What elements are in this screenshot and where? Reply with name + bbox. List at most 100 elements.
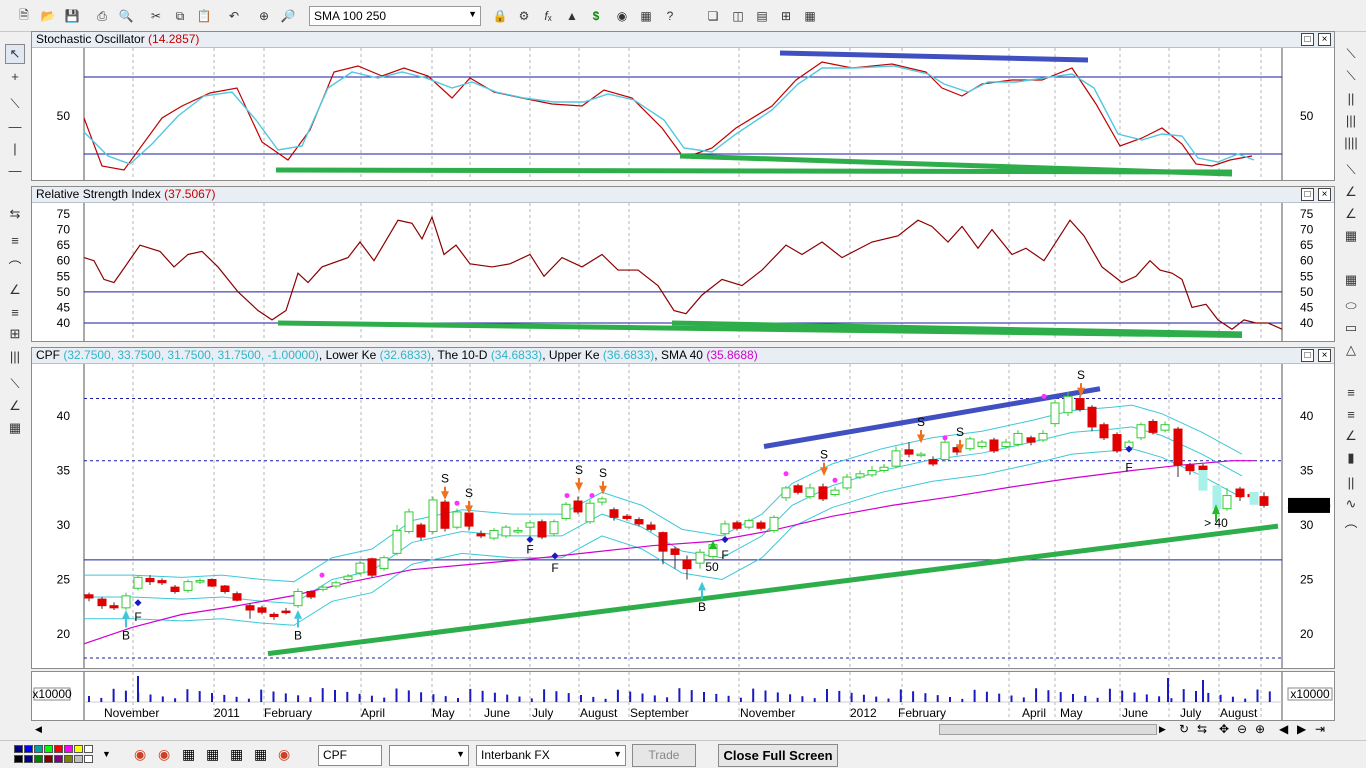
retracement-icon[interactable]: ≡ [11, 304, 19, 320]
gann-fan-icon[interactable]: ∠ [9, 398, 21, 413]
arc-tool-icon[interactable]: ⌒ [1344, 523, 1358, 539]
crosshair-icon[interactable]: ⊕ [258, 9, 270, 23]
diagonal-icon[interactable]: ⟍ [1346, 162, 1356, 177]
calendar-icon[interactable]: ▦ [1344, 272, 1358, 287]
maximize-icon[interactable]: □ [1301, 188, 1314, 201]
color-swatch[interactable] [24, 745, 33, 753]
color-swatch[interactable] [54, 755, 63, 763]
horizontal-line-icon[interactable]: — [8, 118, 22, 134]
cycles-icon[interactable]: |||| [1344, 134, 1358, 150]
open-icon[interactable]: 📂 [40, 9, 56, 23]
scroll-thumb[interactable] [939, 724, 1157, 735]
channel-icon[interactable]: ⇆ [9, 206, 21, 221]
print-icon[interactable]: ⎙ [97, 8, 107, 23]
zoom-icon[interactable]: 🔎 [280, 9, 296, 23]
palette-chevron-down-icon[interactable]: ▼ [102, 749, 111, 759]
zoom-in-icon[interactable]: ⊕ [1255, 722, 1266, 736]
window-icon[interactable]: ❏ [707, 9, 719, 23]
arc-icon[interactable]: ⌒ [8, 259, 22, 275]
chrome-icon-2[interactable]: ◉ [158, 746, 171, 762]
split-vertical-icon[interactable]: ◫ [732, 9, 744, 23]
undo-icon[interactable]: ↶ [228, 9, 240, 23]
group-icon-4[interactable]: ▦ [254, 746, 268, 762]
close-icon[interactable]: × [1318, 33, 1331, 46]
color-swatch[interactable] [24, 755, 33, 763]
color-swatch[interactable] [34, 745, 43, 753]
scroll-left-icon[interactable]: ◀ [35, 724, 42, 734]
refresh-icon[interactable]: ↻ [1179, 722, 1190, 736]
lock-icon[interactable]: 🔒 [492, 9, 508, 23]
color-swatch[interactable] [64, 745, 73, 753]
help-icon[interactable]: ? [666, 9, 674, 23]
gann-icon[interactable]: ∠ [1345, 206, 1357, 221]
color-swatch[interactable] [84, 745, 93, 753]
line-tool-icon[interactable]: ⟍ [1346, 46, 1356, 61]
pointer-icon[interactable]: ↖ [5, 44, 25, 64]
fan-tool-icon[interactable]: ∠ [1345, 428, 1357, 443]
grid-pattern-icon[interactable]: ▦ [1344, 228, 1358, 243]
color-swatch[interactable] [34, 755, 43, 763]
symbol-input[interactable]: CPF [318, 745, 382, 766]
grid-icon[interactable]: ▦ [640, 9, 652, 23]
account-select[interactable]: ▼ [389, 745, 469, 766]
maximize-icon[interactable]: □ [1301, 349, 1314, 362]
chrome-icon[interactable]: ◉ [134, 746, 147, 762]
fibonacci-icon[interactable]: ≡ [11, 232, 19, 248]
color-swatch[interactable] [84, 755, 93, 763]
print-preview-icon[interactable]: 🔍 [118, 9, 134, 23]
horizontal-scrollbar[interactable]: ◀ ▶ ↻ ⇆ ✥ ⊖ ⊕ ◀ ▶ ⇥ [31, 722, 1335, 738]
zoom-out-icon[interactable]: ⊖ [1237, 722, 1248, 736]
prev-icon[interactable]: ◀ [1279, 722, 1289, 736]
fan-icon[interactable]: ∠ [9, 282, 21, 297]
trendline-icon[interactable]: ⟍ [10, 96, 20, 111]
chrome-icon-3[interactable]: ◉ [278, 746, 291, 762]
color-swatch[interactable] [54, 745, 63, 753]
ray-icon[interactable]: ⟍ [1346, 68, 1356, 83]
crosshair-tool-icon[interactable]: + [11, 68, 19, 84]
chart-tool-icon[interactable]: ▲ [566, 9, 578, 23]
color-palette[interactable] [14, 745, 98, 765]
color-swatch[interactable] [74, 755, 83, 763]
color-swatch[interactable] [14, 745, 23, 753]
line-icon[interactable]: ⟍ [10, 376, 20, 391]
rectangle-icon[interactable]: ▭ [1344, 320, 1358, 335]
group-icon-2[interactable]: ▦ [206, 746, 220, 762]
vertical-line-icon[interactable]: | [13, 140, 17, 156]
trade-button[interactable]: Trade [632, 744, 696, 767]
cut-icon[interactable]: ✂ [150, 9, 162, 23]
fit-icon[interactable]: ⇆ [1197, 722, 1208, 736]
indicator-combo[interactable]: SMA 100 250 ▼ [309, 6, 481, 26]
speed-lines-icon[interactable]: ∠ [1345, 184, 1357, 199]
copy-icon[interactable]: ⧉ [175, 8, 185, 23]
close-icon[interactable]: × [1318, 349, 1331, 362]
color-swatch[interactable] [44, 755, 53, 763]
maximize-icon[interactable]: □ [1301, 33, 1314, 46]
layout-icon[interactable]: ▦ [804, 9, 816, 23]
tile-icon[interactable]: ⊞ [780, 9, 792, 23]
binoculars-icon[interactable]: ◉ [616, 9, 628, 23]
list-icon[interactable]: ≡ [1347, 384, 1355, 400]
period-icon[interactable]: ||| [1345, 112, 1357, 128]
bars-icon[interactable]: ||| [9, 348, 21, 364]
level-line-icon[interactable]: — [8, 162, 22, 178]
scroll-right-icon[interactable]: ▶ [1159, 724, 1166, 734]
dollar-icon[interactable]: $ [592, 9, 600, 23]
bars-tool-icon[interactable]: || [1347, 90, 1355, 106]
close-full-screen-button[interactable]: Close Full Screen [718, 744, 838, 767]
color-swatch[interactable] [74, 745, 83, 753]
sine-icon[interactable]: ∿ [1345, 496, 1357, 511]
bars-small-icon[interactable]: || [1347, 474, 1355, 490]
candle-icon[interactable]: ▮ [1347, 450, 1355, 465]
group-icon[interactable]: ▦ [182, 746, 196, 762]
group-icon-3[interactable]: ▦ [230, 746, 244, 762]
end-icon[interactable]: ⇥ [1315, 722, 1326, 736]
color-swatch[interactable] [14, 755, 23, 763]
new-icon[interactable]: 🗎 [19, 7, 29, 22]
zoom-in-pan-icon[interactable]: ✥ [1219, 722, 1230, 736]
list-icon-2[interactable]: ≡ [1347, 406, 1355, 422]
color-swatch[interactable] [44, 745, 53, 753]
script-icon[interactable]: ⚙ [518, 9, 530, 23]
triangle-icon[interactable]: △ [1346, 342, 1356, 357]
save-icon[interactable]: 💾 [64, 9, 80, 23]
